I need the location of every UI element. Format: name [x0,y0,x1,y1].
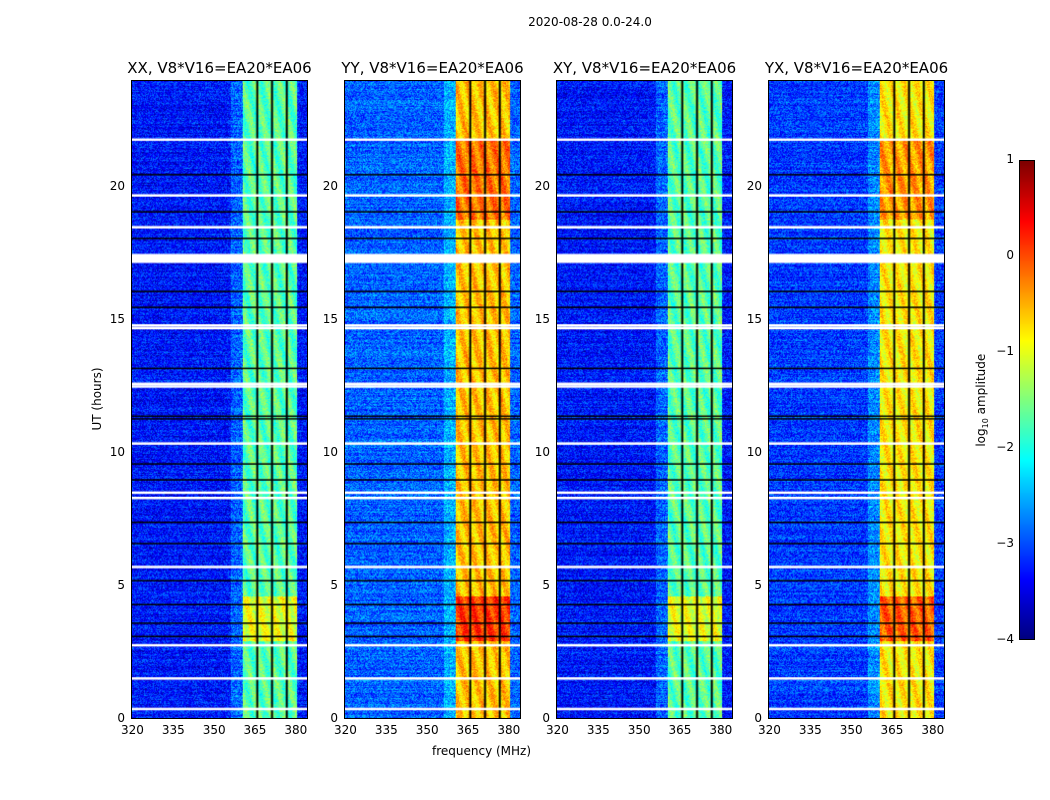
heatmap-canvas [345,81,520,718]
colorbar-tick-label: −2 [996,440,1014,454]
x-tick-label: 335 [586,723,610,737]
x-tick-label: 380 [497,723,521,737]
spectrogram-panel-4 [768,80,945,719]
colorbar-label: log10 amplitude [973,353,991,447]
y-axis-label: UT (hours) [90,367,104,431]
x-tick-label: 320 [121,723,144,737]
y-tick-label: 20 [322,178,338,193]
x-tick-label: 365 [668,723,692,737]
y-tick-label: 15 [322,311,338,326]
panel-title: YX, V8*V16=EA20*EA06 [764,59,949,77]
y-tick-label: 10 [109,444,125,459]
y-tick-label: 0 [117,711,125,725]
x-tick-label: 365 [456,723,480,737]
y-tick-label: 5 [754,577,762,592]
y-tick-label: 10 [746,444,762,459]
x-tick-label: 350 [839,723,863,737]
x-tick-label: 320 [334,723,357,737]
y-tick-label: 5 [330,577,338,592]
x-tick-label: 350 [627,723,651,737]
x-tick-label: 380 [921,723,945,737]
panel-title: XY, V8*V16=EA20*EA06 [552,59,737,77]
y-tick-label: 15 [534,311,550,326]
y-tick-label: 0 [754,711,762,725]
y-tick-label: 15 [746,311,762,326]
y-tick-label: 10 [534,444,550,459]
spectrogram-panel-3 [556,80,733,719]
x-tick-label: 350 [415,723,439,737]
heatmap-canvas [132,81,307,718]
x-tick-label: 335 [798,723,822,737]
y-tick-label: 20 [746,178,762,193]
y-tick-label: 10 [322,444,338,459]
x-tick-label: 365 [243,723,267,737]
spectrogram-panel-1 [131,80,308,719]
panel-title: XX, V8*V16=EA20*EA06 [127,59,312,77]
y-tick-label: 20 [109,178,125,193]
colorbar-tick-label: 0 [1006,248,1014,262]
y-tick-label: 0 [542,711,550,725]
y-tick-label: 20 [534,178,550,193]
x-axis-label: frequency (MHz) [432,744,532,758]
colorbar-tick-label: 1 [1006,152,1014,166]
x-tick-label: 350 [202,723,226,737]
heatmap-canvas [557,81,732,718]
x-tick-label: 320 [546,723,569,737]
spectrogram-panel-2 [344,80,521,719]
y-tick-label: 0 [330,711,338,725]
figure-title: 2020-08-28 0.0-24.0 [528,15,652,29]
panel-title: YY, V8*V16=EA20*EA06 [341,59,524,77]
y-tick-label: 5 [542,577,550,592]
colorbar [1019,160,1035,640]
x-tick-label: 365 [880,723,904,737]
colorbar-tick-label: −4 [996,632,1014,646]
x-tick-label: 335 [161,723,185,737]
y-tick-label: 5 [117,577,125,592]
x-tick-label: 335 [374,723,398,737]
heatmap-canvas [769,81,944,718]
x-tick-label: 320 [758,723,781,737]
x-tick-label: 380 [284,723,308,737]
x-tick-label: 380 [709,723,733,737]
colorbar-tick-label: −3 [996,536,1014,550]
colorbar-tick-label: −1 [996,344,1014,358]
y-tick-label: 15 [109,311,125,326]
